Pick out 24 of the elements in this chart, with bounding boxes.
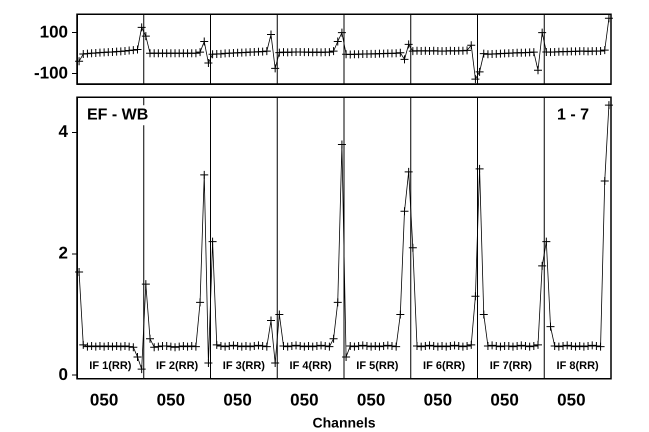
- x-tick-label: 050: [356, 390, 386, 410]
- annotation: IF 6(RR): [423, 360, 466, 372]
- annotation: IF 1(RR): [89, 360, 132, 372]
- y-tick-label: 4: [58, 122, 69, 142]
- x-tick-label: 050: [290, 390, 319, 410]
- annotation: 1 - 7: [556, 106, 590, 124]
- annotation: IF 2(RR): [156, 360, 199, 372]
- annotation: IF 8(RR): [556, 360, 600, 372]
- annotation: EF - WB: [87, 106, 148, 124]
- y-tick-label: -100: [34, 63, 68, 82]
- y-tick-label: 0: [58, 364, 68, 384]
- x-tick-label: 050: [490, 390, 519, 410]
- x-tick-label: 050: [557, 390, 586, 410]
- x-axis-title: Channels: [312, 414, 376, 430]
- x-tick-label: 050: [90, 390, 118, 410]
- x-tick-label: 050: [156, 390, 186, 410]
- x-tick-label: 050: [223, 390, 252, 410]
- annotation: IF 7(RR): [490, 360, 532, 372]
- y-tick-label: 2: [58, 243, 68, 262]
- annotation: IF 3(RR): [222, 360, 266, 372]
- x-tick-label: 050: [424, 390, 452, 410]
- annotation: IF 5(RR): [356, 360, 399, 372]
- y-tick-label: 100: [40, 22, 68, 42]
- annotation: IF 4(RR): [290, 360, 332, 372]
